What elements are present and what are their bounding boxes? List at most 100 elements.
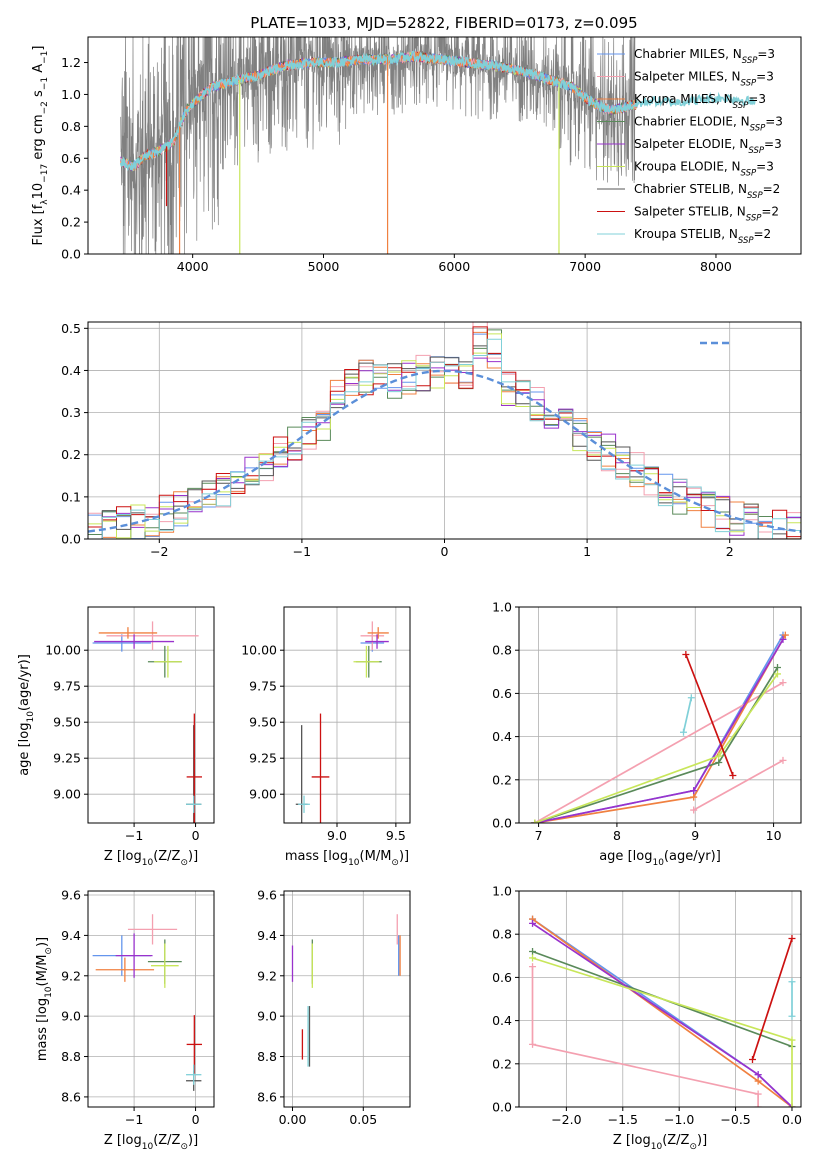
y-tick-label: 1.0	[492, 884, 512, 899]
mass-weight-line	[534, 667, 779, 823]
y-tick-label: 9.50	[53, 715, 81, 730]
legend-entry: Kroupa STELIB, NSSP=2	[634, 227, 771, 246]
y-axis-label-part: Flux [f	[31, 204, 46, 245]
y-tick-label: 9.0	[257, 1009, 277, 1024]
x-tick-label: 2	[726, 544, 734, 559]
y-axis-label: Flux [fλ10−17 erg cm−2 s−1 A−1]	[31, 46, 50, 246]
x-axis-label-part: ⊙	[180, 858, 188, 868]
y-tick-label: 0.2	[492, 772, 512, 787]
mass-weight-marker	[529, 947, 537, 955]
x-axis-label: Z [log10(Z/Z⊙)]	[104, 1133, 198, 1152]
mass-weight-line	[685, 654, 734, 776]
y-tick-label: 0.8	[492, 643, 512, 658]
x-axis-label: Z [log10(Z/Z⊙)]	[104, 849, 198, 868]
plot-area	[531, 631, 789, 823]
x-tick-label: −2	[150, 544, 168, 559]
legend-entry: Salpeter STELIB, NSSP=2	[634, 205, 779, 224]
mass-weight-marker	[774, 663, 781, 671]
legend-sub: SSP	[742, 56, 758, 66]
x-tick-label: −1	[125, 1112, 143, 1127]
x-tick-label: −0.5	[720, 1112, 750, 1127]
legend-sub: SSP	[748, 146, 764, 156]
y-tick-label: 0.2	[61, 215, 81, 230]
legend-suffix: =3	[757, 47, 775, 61]
x-axis-label-part: )]	[399, 849, 409, 864]
legend-name: Salpeter MILES, N	[634, 70, 741, 84]
mass-weight-marker	[529, 963, 537, 971]
y-tick-label: 10.00	[45, 643, 81, 658]
x-tick-label: 0.00	[279, 1112, 307, 1127]
legend-sub: SSP	[750, 124, 766, 134]
mass-weight-marker	[682, 651, 690, 659]
y-tick-label: 9.50	[249, 715, 277, 730]
mass-weight-marker	[529, 1040, 537, 1048]
normal-distribution-curve	[88, 369, 801, 533]
mass-weight-line	[693, 759, 784, 811]
mass-vs-extinction-panel: 0.00 0.05 8.6 8.8 9.0 9.2 9.4 9.6	[257, 888, 411, 1127]
x-axis-label-part: 10	[651, 1142, 663, 1152]
x-axis-label-part: (Z/Z	[153, 849, 180, 864]
y-tick-label: 8.8	[61, 1049, 81, 1064]
mass-weight-line	[532, 922, 793, 1107]
y-axis-label-part: age [log	[17, 723, 32, 776]
x-tick-label: 0.05	[349, 1112, 377, 1127]
y-tick-label: 8.8	[257, 1049, 277, 1064]
plot-area	[92, 914, 203, 1091]
y-axis-label-part: λ	[40, 199, 50, 205]
plot-area	[295, 621, 389, 823]
weight-vs-metallicity-panel: −2.0 −1.5 −1.0 −0.5 0.0 0.0 0.2 0.4 0.6 0.8 1.0 Z […	[492, 884, 802, 1153]
mass-weight-line	[531, 966, 759, 1107]
y-axis-label-part: −1	[40, 77, 50, 90]
legend-sub: SSP	[741, 169, 757, 179]
axes-frame	[283, 606, 411, 824]
legend-name: Kroupa ELODIE, N	[634, 160, 741, 174]
y-axis-label-part: ]	[31, 46, 46, 51]
x-tick-label: −1.0	[664, 1112, 694, 1127]
y-tick-label: 9.6	[61, 888, 81, 903]
mass-weight-marker	[529, 919, 537, 927]
y-axis-label-part: −1	[40, 51, 50, 64]
x-tick-label: 0.0	[782, 1112, 802, 1127]
y-tick-label: 10.00	[241, 643, 277, 658]
legend-suffix: =2	[754, 227, 772, 241]
y-axis-label-part: (age/yr)]	[17, 654, 32, 711]
y-tick-label: 9.2	[257, 968, 277, 983]
legend-sub: SSP	[746, 214, 762, 224]
x-axis-label-part: (Z/Z	[153, 1133, 180, 1148]
y-axis-label-part: s	[31, 90, 46, 101]
x-axis-label-part: )]	[188, 1133, 198, 1148]
x-tick-label: 6000	[438, 259, 470, 274]
legend-name: Chabrier ELODIE, N	[634, 115, 750, 129]
x-axis-label: age [log10(age/yr)]	[599, 849, 721, 868]
mass-weight-marker	[690, 787, 698, 795]
mass-weight-marker	[781, 631, 789, 639]
mass-weight-marker	[788, 935, 796, 943]
mass-weight-line	[534, 681, 784, 823]
y-tick-label: 9.0	[61, 1009, 81, 1024]
model-spectrum-line	[119, 50, 756, 172]
x-axis-label-part: 10	[142, 858, 154, 868]
mass-weight-marker	[680, 728, 687, 736]
mass-weight-line	[534, 673, 779, 823]
plot-area	[88, 322, 801, 539]
x-tick-label: 8	[613, 828, 621, 843]
y-tick-label: 0.2	[61, 447, 81, 462]
y-tick-label: 9.75	[53, 679, 81, 694]
x-tick-label: 7	[535, 828, 543, 843]
spectrum-panel: 4000 5000 6000 7000 8000 0.0 0.2 0.4 0.6 0.8 1.0 1.…	[31, 36, 802, 274]
x-tick-label: 10	[766, 828, 782, 843]
x-axis-label-part: )]	[697, 1133, 707, 1148]
y-tick-label: 0.4	[61, 363, 81, 378]
mass-weight-marker	[529, 954, 537, 962]
x-axis-label-part: ⊙	[180, 1142, 188, 1152]
x-tick-label: 0	[441, 544, 449, 559]
mass-weight-marker	[690, 793, 698, 801]
y-axis-label-part: −2	[40, 101, 50, 114]
mass-weight-marker	[729, 771, 737, 779]
y-tick-label: 8.6	[61, 1089, 81, 1104]
mass-weight-line	[751, 938, 793, 1060]
mass-vs-metallicity-panel: −1 08.68.89.09.29.49.6Z [log10(Z/Z⊙)]mass…	[35, 888, 215, 1152]
legend-suffix: =3	[756, 160, 774, 174]
y-tick-label: 9.00	[53, 787, 81, 802]
